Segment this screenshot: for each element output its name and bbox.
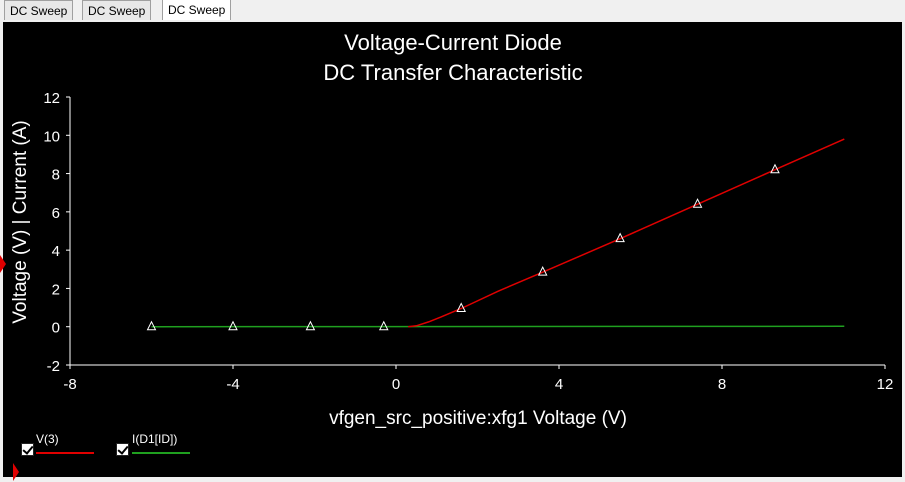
series-marker-1 [228,320,238,331]
legend-checkbox-id1[interactable] [116,443,129,456]
y-tick-label: 4 [52,243,60,260]
axes: -2 0 2 4 6 8 10 12 -8 -4 0 4 8 12 [43,90,893,393]
series-marker-0 [456,302,467,313]
graph-panel: Voltage-Current Diode DC Transfer Charac… [3,22,902,481]
x-tick-label: -8 [63,376,76,393]
chart-svg: Voltage-Current Diode DC Transfer Charac… [10,30,893,429]
series-marker-0 [770,163,780,174]
series-marker-0 [537,266,548,276]
y-tick-label: 12 [43,90,60,107]
series-marker-0 [692,198,703,208]
side-marker [0,255,6,273]
x-tick-label: 0 [392,376,400,393]
legend-checkbox-v3[interactable] [21,443,34,456]
series-marker-1 [305,320,316,331]
legend-line-id1 [132,452,190,454]
y-tick-label: 10 [43,128,60,145]
y-tick-label: 6 [52,205,60,222]
x-axis-label: vfgen_src_positive:xfg1 Voltage (V) [329,408,627,429]
tab-dc-sweep-1[interactable]: DC Sweep [4,0,74,20]
x-tick-label: 8 [718,376,726,393]
legend-label-v3: V(3) [36,432,59,446]
y-tick-label: 0 [52,320,60,337]
y-tick-label: 8 [52,167,60,184]
y-tick-label: 2 [52,281,60,298]
plot-series [146,138,845,331]
series-marker-1 [378,320,389,331]
series-line-0 [408,138,845,328]
x-tick-label: -4 [226,376,239,393]
legend-label-id1: I(D1[ID]) [132,432,178,446]
chart-subtitle: DC Transfer Characteristic [323,60,582,85]
series-marker-1 [146,320,157,331]
chart-title: Voltage-Current Diode [344,30,562,55]
tab-dc-sweep-2[interactable]: DC Sweep [82,0,152,20]
x-tick-label: 12 [877,376,894,393]
y-axis-label: Voltage (V) | Current (A) [10,120,31,323]
tab-dc-sweep-3[interactable]: DC Sweep [162,0,232,20]
legend-active-marker [13,463,19,481]
series-marker-0 [615,232,625,243]
x-tick-label: 4 [555,376,563,393]
y-tick-label: -2 [47,358,60,375]
tab-bar: DC Sweep DC Sweep DC Sweep [0,0,905,22]
legend-line-v3 [36,452,94,454]
